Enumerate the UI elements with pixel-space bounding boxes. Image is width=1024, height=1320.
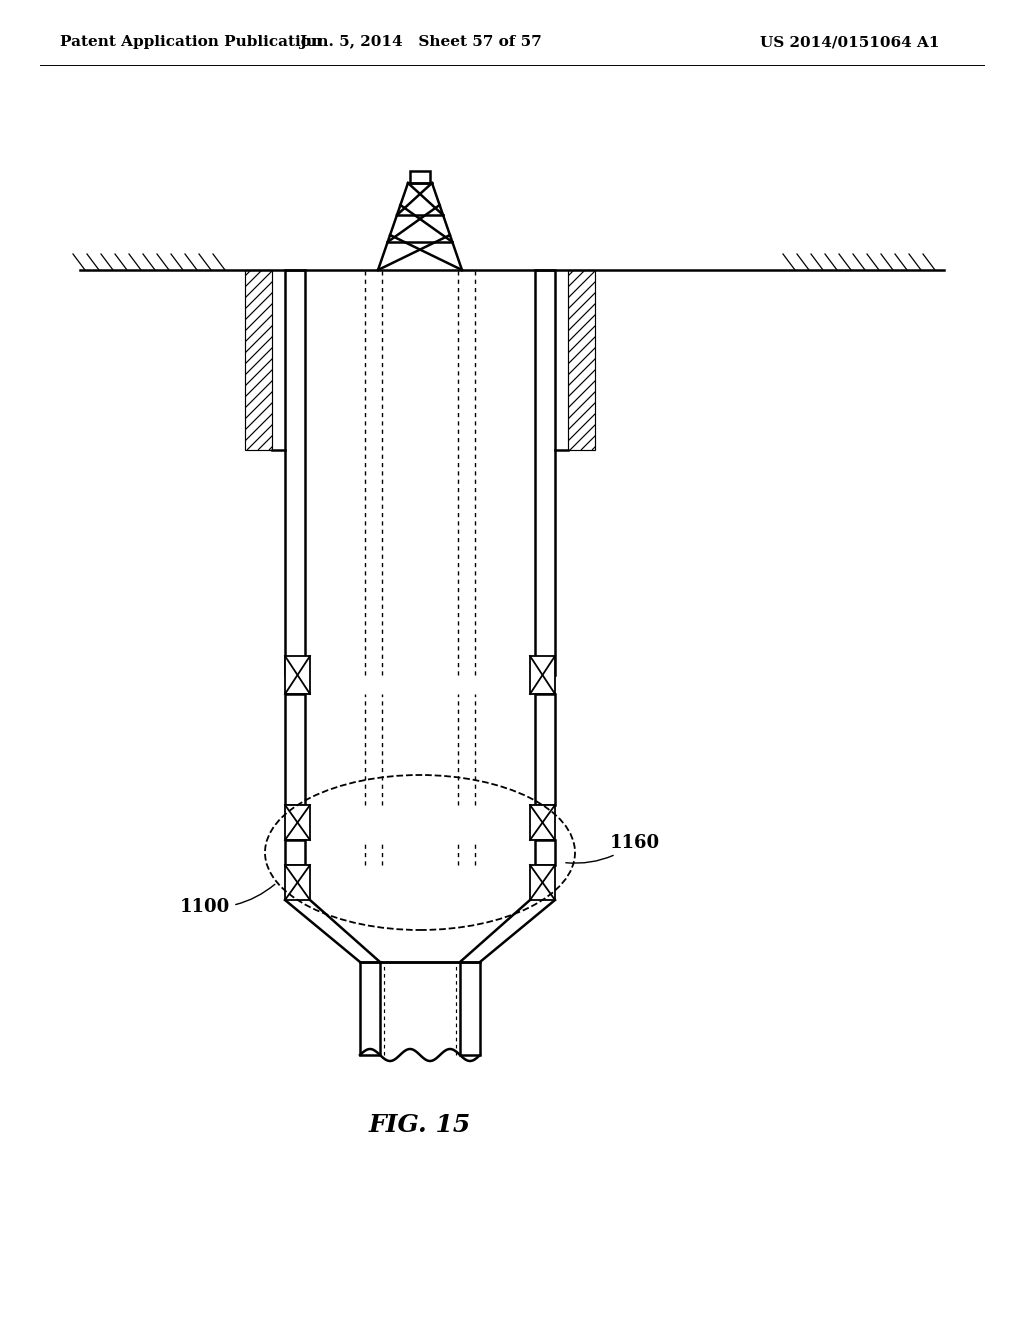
Bar	[285, 271, 305, 675]
Bar	[285, 694, 305, 805]
Bar	[285, 656, 310, 694]
Text: Patent Application Publication: Patent Application Publication	[60, 36, 322, 49]
Bar	[535, 271, 555, 675]
Bar	[530, 656, 555, 694]
Bar	[245, 271, 272, 450]
Text: 1100: 1100	[180, 884, 274, 916]
Text: 1160: 1160	[566, 833, 660, 863]
Bar	[530, 865, 555, 900]
Bar	[285, 805, 310, 840]
Text: Jun. 5, 2014   Sheet 57 of 57: Jun. 5, 2014 Sheet 57 of 57	[299, 36, 542, 49]
Bar	[360, 962, 380, 1055]
Bar	[410, 172, 430, 183]
Bar	[535, 694, 555, 805]
Bar	[285, 840, 305, 865]
Bar	[285, 865, 310, 900]
Text: FIG. 15: FIG. 15	[369, 1113, 471, 1137]
Text: US 2014/0151064 A1: US 2014/0151064 A1	[760, 36, 939, 49]
Bar	[530, 805, 555, 840]
Bar	[535, 840, 555, 865]
Bar	[460, 962, 480, 1055]
Bar	[568, 271, 595, 450]
